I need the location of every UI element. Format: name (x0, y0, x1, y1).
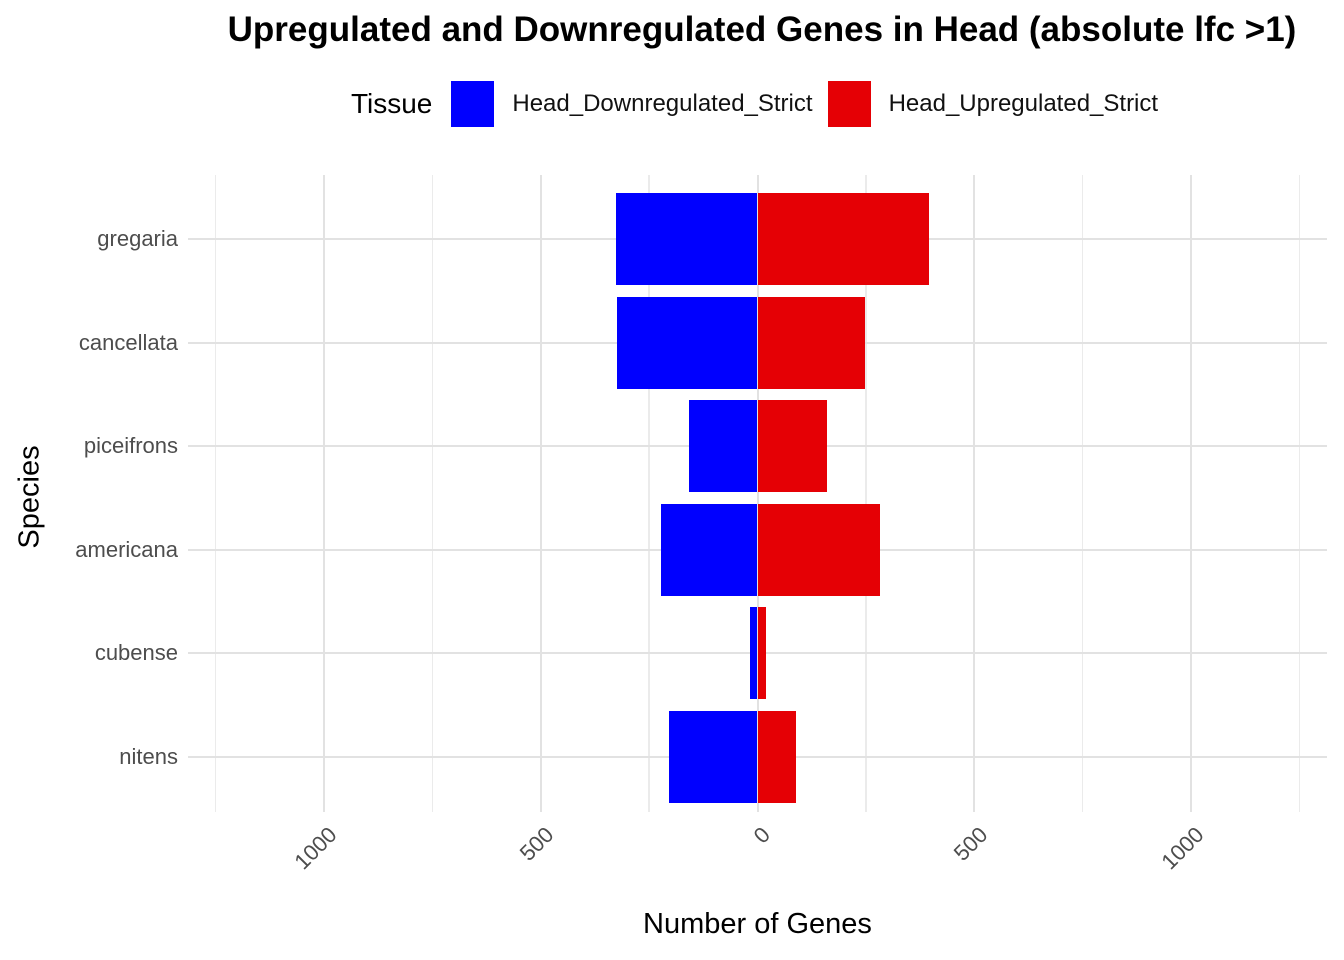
bar-downregulated-piceifrons (689, 400, 758, 492)
grid-line-minor (865, 175, 867, 812)
bar-upregulated-cubense (757, 607, 767, 699)
grid-line-minor (648, 175, 650, 812)
legend-item-downregulated: Head_Downregulated_Strict (451, 81, 813, 127)
legend-item-upregulated: Head_Upregulated_Strict (827, 81, 1159, 127)
bar-upregulated-gregaria (757, 193, 930, 285)
y-axis-title: Species (13, 445, 46, 549)
grid-line-major (973, 175, 976, 812)
y-axis-label-americana: americana (75, 536, 178, 562)
legend-swatch-downregulated-icon (451, 81, 495, 127)
bar-upregulated-americana (757, 503, 880, 596)
legend-swatch-upregulated-icon (827, 81, 871, 127)
bar-downregulated-americana (660, 503, 758, 596)
x-axis-tick-label: 500 (514, 822, 559, 866)
x-axis-tick-label: 1000 (289, 822, 342, 875)
bar-upregulated-nitens (757, 710, 796, 803)
bar-upregulated-cancellata (757, 296, 865, 389)
legend: Tissue Head_Downregulated_Strict Head_Up… (188, 78, 1336, 130)
y-axis-labels: gregaria cancellata piceifrons americana cub… (0, 175, 178, 812)
grid-line-minor (1081, 175, 1084, 812)
bar-downregulated-cubense (750, 607, 758, 699)
grid-line-major (756, 175, 759, 812)
grid-line-minor (214, 175, 217, 812)
x-axis-tick-label: 500 (948, 822, 992, 866)
y-axis-label-nitens: nitens (119, 743, 178, 769)
legend-title: Tissue (350, 88, 433, 119)
plot-panel (188, 175, 1327, 812)
x-axis-tick-label: 0 (748, 822, 776, 849)
bar-downregulated-nitens (669, 710, 758, 803)
grid-line-minor (431, 175, 434, 812)
bar-downregulated-gregaria (616, 193, 758, 285)
grid-line-major (323, 175, 326, 812)
x-axis-tick-label: 1000 (1156, 822, 1209, 875)
x-axis-tick-labels: 1000 500 0 500 1000 (188, 822, 1327, 902)
legend-label-upregulated: Head_Upregulated_Strict (888, 90, 1159, 117)
x-axis-title: Number of Genes (643, 908, 872, 940)
y-axis-label-piceifrons: piceifrons (83, 433, 178, 458)
y-axis-label-cancellata: cancellata (78, 329, 178, 355)
bar-upregulated-piceifrons (757, 400, 827, 492)
legend-label-downregulated: Head_Downregulated_Strict (512, 90, 813, 117)
grid-line-major (539, 175, 542, 812)
y-axis-label-cubense: cubense (94, 640, 178, 665)
y-axis-label-gregaria: gregaria (97, 226, 178, 251)
grid-line-major (1189, 175, 1192, 812)
grid-line-minor (1298, 175, 1300, 812)
plot-title: Upregulated and Downregulated Genes in H… (227, 10, 1297, 49)
bar-downregulated-cancellata (617, 296, 758, 389)
